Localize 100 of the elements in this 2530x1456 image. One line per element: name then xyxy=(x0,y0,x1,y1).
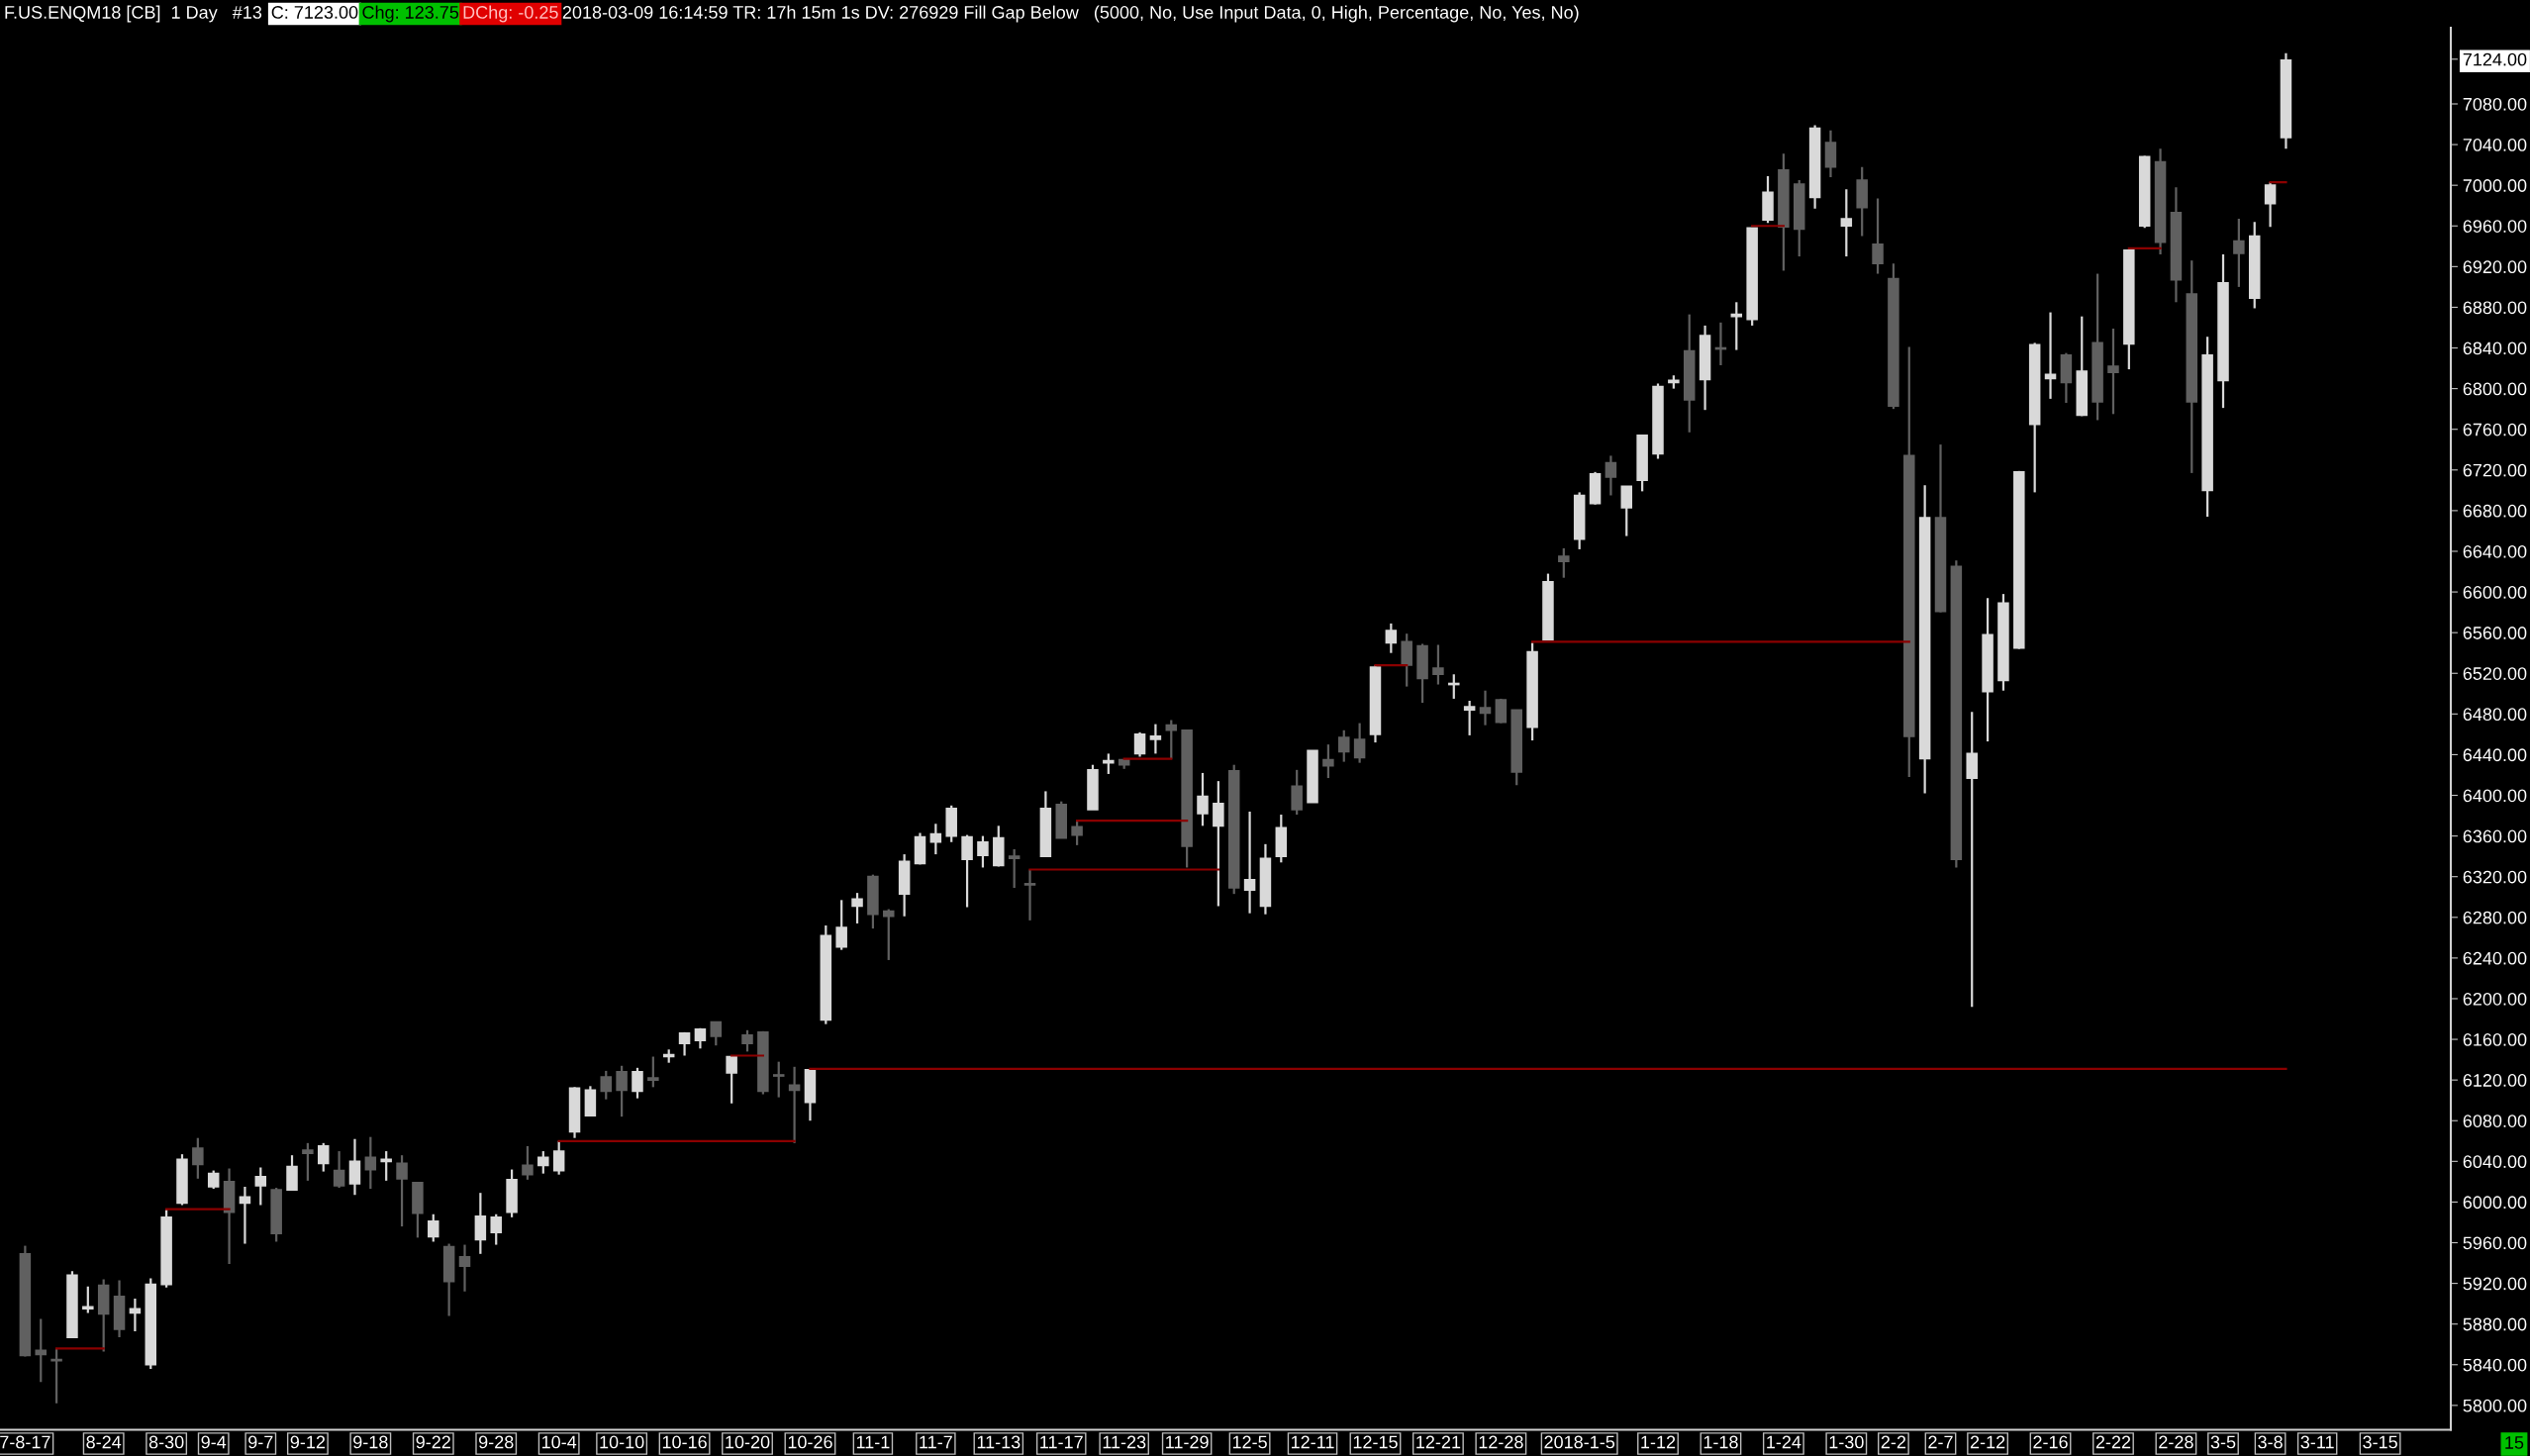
x-tick-label: 10-26 xyxy=(788,1435,832,1449)
candlestick xyxy=(522,1144,534,1181)
y-tick-label: 6440.00 xyxy=(2463,748,2527,762)
x-tick-label: 3-11 xyxy=(2300,1435,2334,1449)
candlestick xyxy=(2233,217,2245,289)
x-tick-label: 11-23 xyxy=(1103,1435,1146,1449)
candlestick xyxy=(396,1154,408,1228)
y-tick-label: 6640.00 xyxy=(2463,544,2527,558)
candlestick xyxy=(552,1139,565,1176)
candlestick xyxy=(207,1169,220,1191)
candlestick xyxy=(490,1213,502,1246)
y-tick-label: 7080.00 xyxy=(2463,97,2527,111)
x-tick-label: 12-28 xyxy=(1479,1435,1523,1449)
x-tick-label: 9-7 xyxy=(248,1435,273,1449)
y-tick-label: 5840.00 xyxy=(2463,1358,2527,1372)
x-tick-label: 11-29 xyxy=(1166,1435,1209,1449)
candlestick xyxy=(1605,454,1617,497)
x-tick-label: 9-22 xyxy=(416,1435,450,1449)
candlestick xyxy=(851,892,863,925)
x-tick-label: 2-7 xyxy=(1928,1435,1953,1449)
candlestick xyxy=(835,899,847,951)
candlestick xyxy=(333,1149,345,1190)
y-tick-label: 6080.00 xyxy=(2463,1115,2527,1127)
candlestick xyxy=(1401,632,1412,688)
y-tick-label: 6000.00 xyxy=(2463,1196,2527,1210)
candlestick xyxy=(647,1055,659,1089)
y-tick-label: 6040.00 xyxy=(2463,1155,2527,1169)
y-tick-label: 6600.00 xyxy=(2463,586,2527,599)
candlestick xyxy=(1463,699,1476,737)
candlestick xyxy=(129,1297,142,1332)
candlestick xyxy=(2044,311,2057,400)
chart-title: F.US.ENQM18 [CB] 1 Day #13 xyxy=(5,5,262,23)
x-tick-label: 12-5 xyxy=(1232,1435,1267,1449)
candlestick xyxy=(239,1185,251,1245)
x-tick-label: 8-24 xyxy=(86,1435,122,1449)
y-tick-label: 6760.00 xyxy=(2463,423,2527,437)
y-tick-label: 5920.00 xyxy=(2463,1277,2527,1291)
candlestick xyxy=(458,1243,471,1293)
x-tick-label: 2-2 xyxy=(1881,1435,1906,1449)
x-tick-label: 1-24 xyxy=(1767,1435,1801,1449)
candlestick xyxy=(474,1192,487,1255)
candlestick xyxy=(1872,197,1884,275)
candlestick xyxy=(1730,301,1743,351)
x-tick-label: 9-18 xyxy=(353,1435,388,1449)
candlestick xyxy=(1385,622,1398,654)
text: 15 xyxy=(2505,1436,2524,1449)
candlestick xyxy=(82,1285,94,1314)
x-tick-label: 8-30 xyxy=(148,1435,184,1449)
candlestick xyxy=(883,908,895,962)
y-tick-label: 5960.00 xyxy=(2463,1236,2527,1250)
candlestick xyxy=(317,1141,330,1173)
candlestick xyxy=(929,823,942,856)
candlestick xyxy=(1008,847,1021,890)
x-tick-label: 9-4 xyxy=(201,1435,227,1449)
text: 2018-03-09 16:14:59 TR: 17h 15m 1s DV: 276929 Fill Gap Below (5000, No, Use Input Data, 0, High, Percentage, No, Yes, No) xyxy=(562,5,1579,23)
candlestick xyxy=(726,1054,737,1105)
y-tick-label: 6240.00 xyxy=(2463,951,2527,965)
y-tick-label: 6160.00 xyxy=(2463,1032,2527,1046)
candlestick xyxy=(537,1149,549,1175)
x-tick-label: 1-12 xyxy=(1641,1435,1676,1449)
candlestick xyxy=(2107,327,2119,416)
y-tick-label: 6320.00 xyxy=(2463,870,2527,884)
candlestick xyxy=(1479,689,1492,727)
y-tick-label: 7000.00 xyxy=(2463,179,2527,192)
y-tick-label: 7040.00 xyxy=(2463,139,2527,151)
text: C: 7123.00 xyxy=(271,6,358,19)
candlestick xyxy=(1165,719,1178,760)
candlestick xyxy=(1338,728,1350,763)
y-tick-label: 5880.00 xyxy=(2463,1317,2527,1331)
candlestick xyxy=(50,1347,62,1405)
y-tick-label: 6200.00 xyxy=(2463,992,2527,1006)
y-tick-label: 6880.00 xyxy=(2463,301,2527,315)
x-tick-label: 2-16 xyxy=(2033,1435,2068,1449)
x-tick-label: 10-10 xyxy=(600,1435,644,1449)
y-tick-label: 5800.00 xyxy=(2463,1399,2527,1412)
x-tick-label: 9-28 xyxy=(479,1435,514,1449)
candlestick xyxy=(1840,188,1853,258)
candlestick xyxy=(192,1136,204,1180)
y-tick-label: 6960.00 xyxy=(2463,220,2527,233)
candlestick xyxy=(1291,768,1303,817)
candlestick xyxy=(35,1317,47,1384)
candlestick xyxy=(1023,868,1036,922)
x-tick-label: 11-7 xyxy=(920,1435,952,1449)
candlestick xyxy=(616,1064,628,1118)
y-tick-label: 6720.00 xyxy=(2463,463,2527,477)
candlestick xyxy=(302,1141,314,1182)
y-tick-label: 6400.00 xyxy=(2463,789,2527,803)
candlestick xyxy=(1071,820,1083,846)
candlestick xyxy=(741,1028,753,1053)
y-tick-label: 6840.00 xyxy=(2463,341,2527,355)
x-tick-label: 12-15 xyxy=(1353,1435,1398,1449)
x-tick-label: 1-18 xyxy=(1703,1435,1738,1449)
candlestick xyxy=(1213,780,1224,908)
x-tick-label: 9-12 xyxy=(290,1435,326,1449)
candlestick xyxy=(254,1166,267,1207)
x-tick-label: 10-4 xyxy=(541,1435,577,1449)
candlestick xyxy=(364,1135,377,1191)
candlestick xyxy=(1322,743,1334,780)
candlestick xyxy=(772,1060,785,1099)
candlestick xyxy=(380,1149,392,1182)
